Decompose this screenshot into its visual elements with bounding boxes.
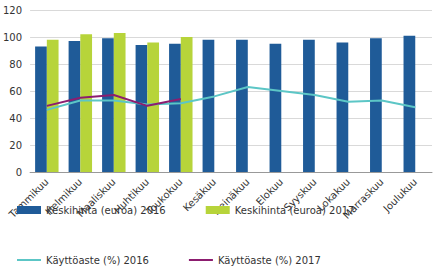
svg-text:Käyttöaste (%) 2016: Käyttöaste (%) 2016 (46, 255, 149, 266)
svg-text:Maaliskuu: Maaliskuu (74, 176, 118, 220)
svg-text:Syyskuu: Syyskuu (281, 176, 319, 214)
svg-text:Kesäkuu: Kesäkuu (181, 176, 219, 214)
svg-text:Elokuu: Elokuu (254, 176, 285, 207)
svg-text:60: 60 (9, 86, 22, 97)
svg-text:100: 100 (3, 32, 22, 43)
svg-text:Toukokuu: Toukokuu (144, 176, 185, 217)
svg-text:120: 120 (3, 5, 22, 16)
svg-text:Lokakuu: Lokakuu (315, 176, 353, 214)
svg-text:Huhtikuu: Huhtikuu (111, 176, 152, 216)
svg-text:80: 80 (9, 59, 22, 70)
svg-text:Helmikuu: Helmikuu (43, 176, 85, 218)
svg-text:Keskihinta (euroa) 2016: Keskihinta (euroa) 2016 (46, 205, 166, 216)
svg-text:20: 20 (9, 140, 22, 151)
svg-text:Joulukuu: Joulukuu (381, 176, 420, 215)
svg-text:Keskihinta (euroa) 2017: Keskihinta (euroa) 2017 (235, 205, 355, 216)
svg-text:Käyttöaste (%) 2017: Käyttöaste (%) 2017 (218, 255, 321, 266)
svg-text:Marraskuu: Marraskuu (340, 176, 386, 221)
svg-text:Tammikuu: Tammikuu (6, 176, 50, 220)
svg-text:0: 0 (16, 167, 22, 178)
svg-text:Heinäkuu: Heinäkuu (210, 176, 252, 218)
svg-text:40: 40 (9, 113, 22, 124)
